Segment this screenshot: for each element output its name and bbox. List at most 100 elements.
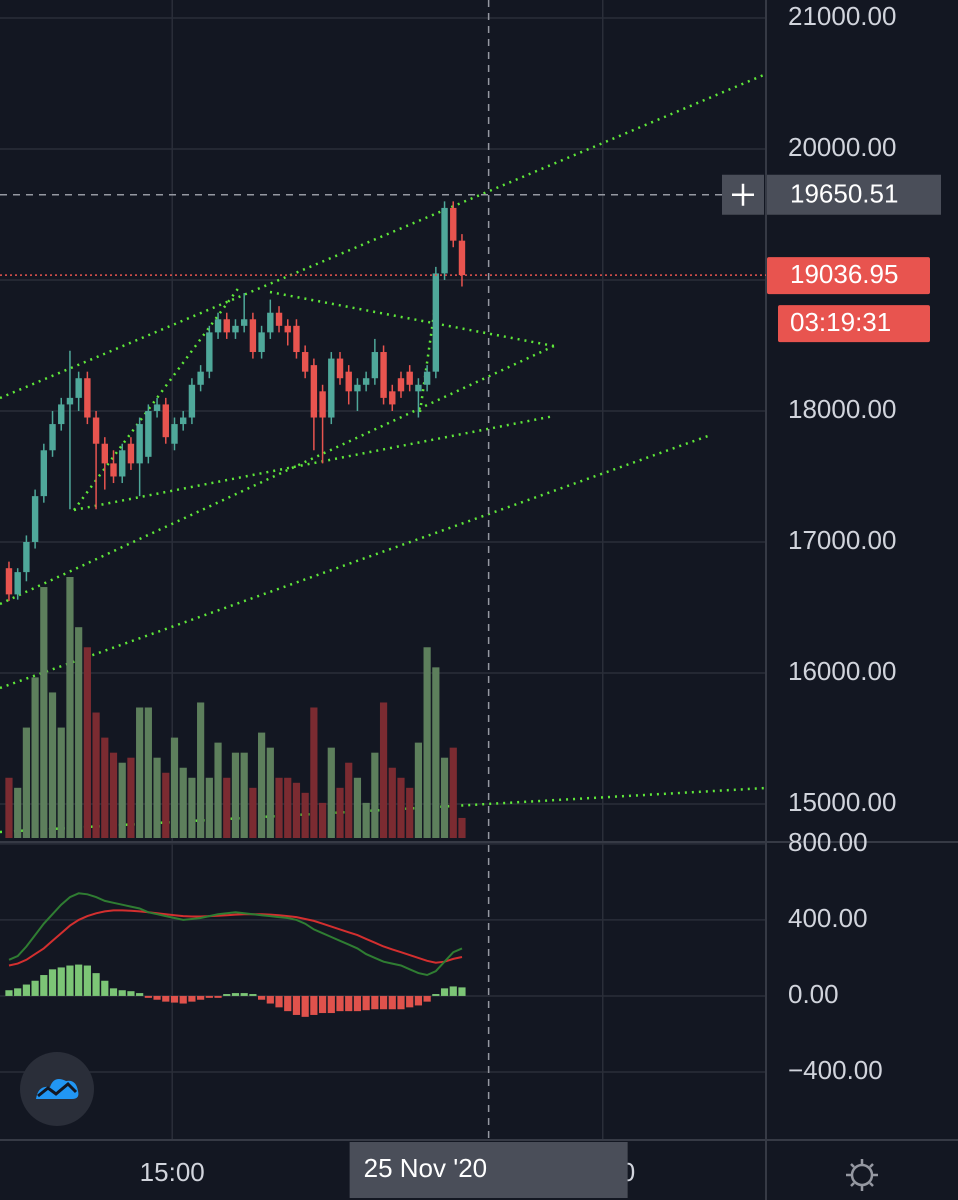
candle-body	[84, 378, 91, 418]
volume-bar	[458, 817, 466, 838]
volume-bar	[440, 757, 449, 838]
histogram-bar	[22, 984, 30, 996]
y-tick-label: 20000.00	[788, 132, 896, 162]
volume-bar	[170, 737, 179, 838]
candle-body	[214, 319, 222, 333]
volume-bar	[205, 777, 213, 838]
volume-bar	[284, 777, 292, 838]
candle-body	[389, 391, 396, 405]
y-tick-label: 17000.00	[788, 525, 896, 555]
candle-body	[406, 371, 413, 385]
volume-bar	[397, 777, 405, 838]
volume-bar	[66, 577, 74, 838]
candle-body	[450, 207, 457, 241]
candle-body	[153, 404, 161, 411]
volume-bar	[414, 742, 423, 838]
signal-line	[8, 909, 463, 967]
candle-body	[66, 397, 74, 405]
histogram-bar	[284, 995, 292, 1012]
candle-body	[197, 371, 204, 385]
candle-body	[14, 572, 21, 595]
volume-bar	[127, 757, 135, 838]
volume-bar	[379, 702, 388, 838]
volume-bar	[214, 742, 222, 838]
plus-icon	[732, 183, 754, 206]
candle-body	[145, 410, 152, 457]
candle-body	[371, 352, 379, 379]
histogram-bar	[162, 995, 170, 1002]
histogram-bar	[414, 995, 423, 1006]
volume-bar	[249, 787, 257, 838]
volume-bar	[188, 777, 196, 838]
histogram-bar	[75, 964, 83, 996]
crosshair-price-tag	[767, 174, 941, 215]
candle-body	[110, 463, 117, 477]
candle-body	[432, 273, 440, 372]
histogram-bar	[214, 995, 222, 998]
candle-body	[328, 358, 335, 418]
histogram-bar	[40, 975, 48, 996]
volume-bar	[162, 772, 170, 838]
candle-body	[362, 378, 370, 385]
histogram-bar	[197, 995, 205, 1000]
candle-body	[267, 312, 274, 333]
volume-bar	[92, 712, 100, 838]
y-tick-label: 400.00	[788, 903, 868, 933]
settings-button[interactable]	[846, 1159, 878, 1191]
logo-button[interactable]	[20, 1052, 94, 1126]
candle-body	[188, 384, 196, 418]
histogram-bar	[48, 969, 57, 996]
histogram-bar	[362, 995, 370, 1011]
histogram-bar	[345, 995, 353, 1012]
histogram-bar	[231, 993, 240, 996]
volume-bar	[258, 732, 266, 838]
logo-line	[37, 1081, 78, 1098]
candle-body	[31, 496, 39, 542]
histogram-bar	[327, 995, 335, 1014]
histogram-bar	[440, 988, 449, 996]
histogram-bar	[144, 995, 152, 998]
candle-body	[284, 325, 291, 333]
volume-bar	[423, 647, 431, 838]
crosshair-time-tag	[349, 1142, 628, 1198]
volume-bar	[83, 647, 91, 838]
last-price-label: 19036.95	[790, 259, 898, 289]
candle-body	[301, 352, 309, 372]
volume-bar	[75, 627, 83, 838]
histogram-bar	[127, 991, 135, 996]
histogram-bar	[57, 967, 65, 996]
candle-body	[336, 358, 344, 379]
histogram-bar	[109, 988, 118, 996]
volume-bar	[275, 777, 283, 838]
volume-bar	[5, 777, 13, 838]
histogram-bar	[14, 988, 22, 996]
candle-body	[49, 424, 56, 451]
histogram-bar	[179, 995, 187, 1004]
trend-line	[418, 299, 438, 413]
histogram-bar	[423, 995, 431, 1002]
candle-body	[171, 424, 178, 444]
histogram-bar	[205, 995, 213, 998]
volume-bar	[336, 787, 344, 838]
countdown-label: 03:19:31	[790, 307, 891, 337]
volume-bar	[310, 707, 318, 838]
histogram-bar	[371, 995, 379, 1010]
candle-body	[101, 443, 108, 464]
volume-bar	[118, 762, 126, 838]
candle-body	[249, 319, 257, 353]
candle-body	[380, 352, 387, 398]
histogram-bar	[31, 980, 39, 996]
histogram-bar	[101, 980, 109, 996]
gear-spokes	[846, 1159, 878, 1191]
histogram-bar	[353, 995, 362, 1012]
volume-bar	[318, 802, 327, 838]
candle-body	[293, 325, 300, 353]
volume-bar	[179, 767, 187, 838]
candle-body	[223, 319, 230, 333]
histogram-bar	[432, 994, 440, 996]
volume-bar	[48, 692, 57, 838]
histogram-bar	[83, 965, 91, 996]
candle-body	[310, 365, 318, 418]
